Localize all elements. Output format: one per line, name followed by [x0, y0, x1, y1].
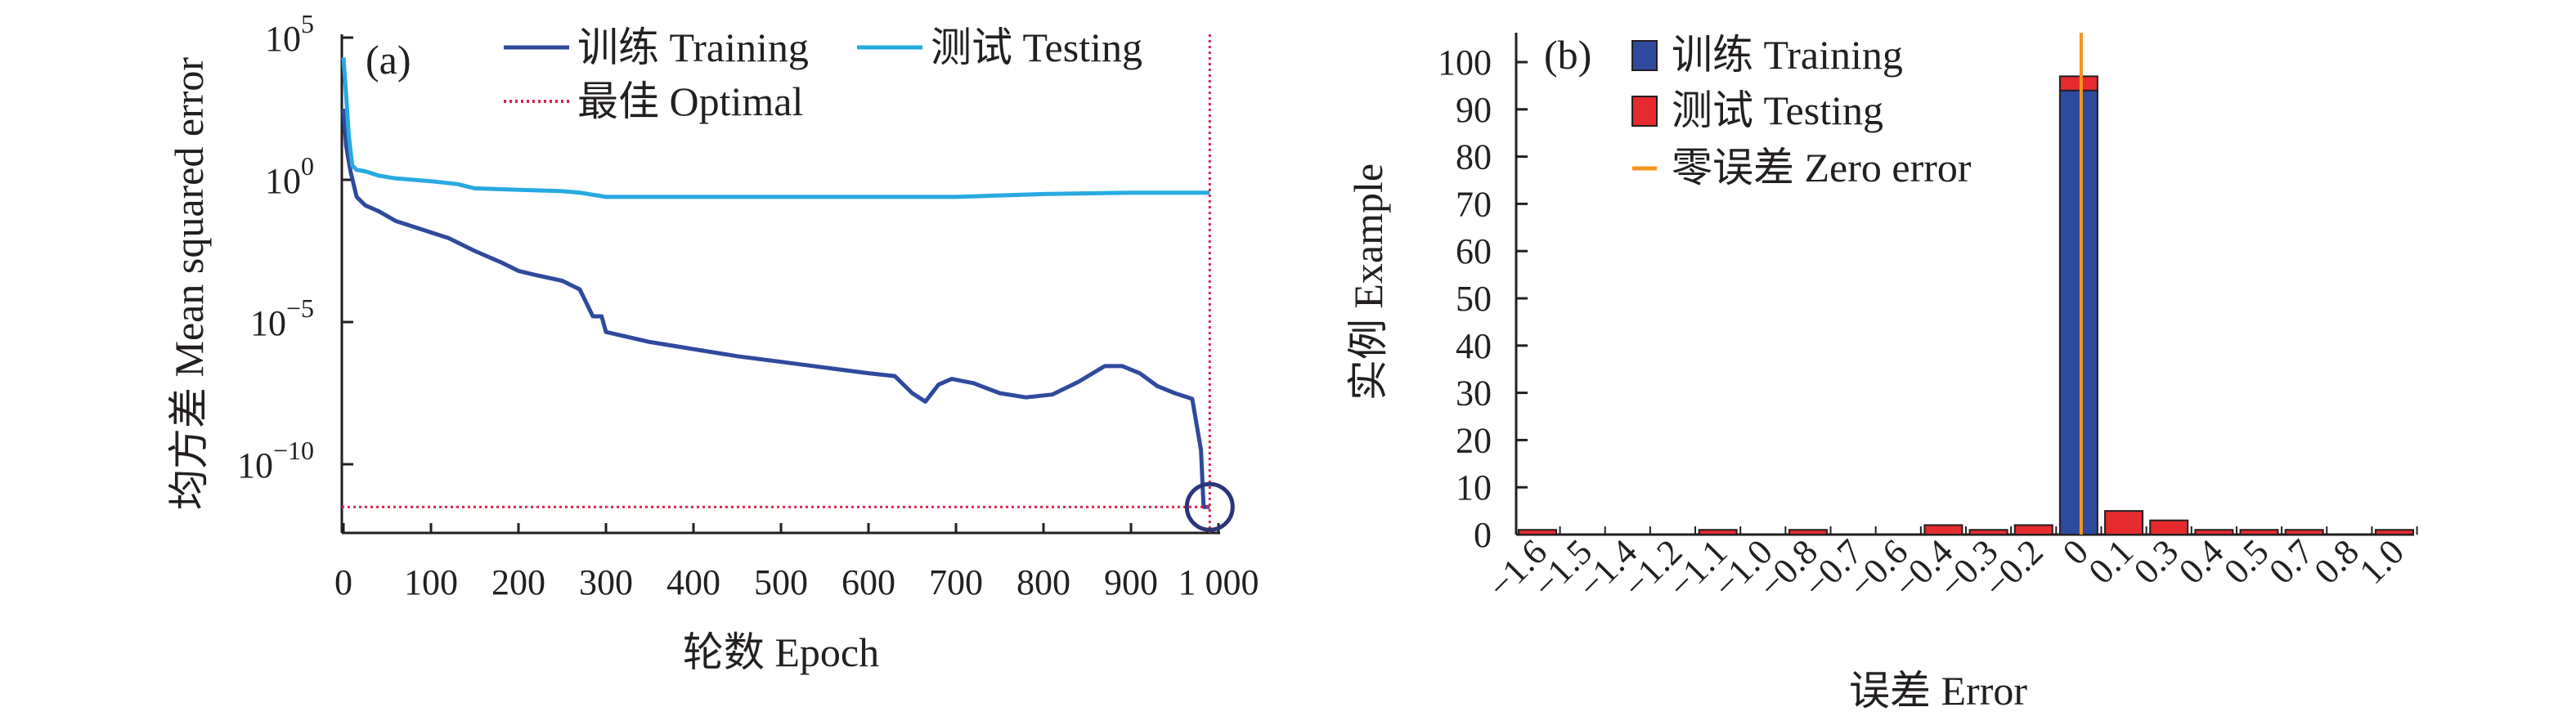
y-tick-label: 60: [1456, 231, 1492, 271]
x-tick-label: 1.0: [2352, 531, 2412, 592]
x-tick-label: 600: [841, 562, 895, 602]
testing-bar: [2375, 529, 2414, 535]
testing-bar: [1923, 524, 1963, 536]
x-tick-label: 0: [334, 562, 352, 602]
x-tick-label: 200: [491, 562, 545, 602]
y-tick-label: 40: [1456, 326, 1492, 366]
testing-bar: [2104, 510, 2144, 535]
testing-mse-line: [341, 57, 1210, 199]
panel-label: (b): [1544, 32, 1591, 78]
y-tick-label: 100: [1438, 43, 1492, 83]
testing-bar: [1788, 529, 1828, 535]
y-tick-label: 80: [1456, 137, 1492, 177]
x-tick-label: 800: [1016, 562, 1070, 602]
y-tick-label: 50: [1456, 279, 1492, 319]
testing-bar: [2239, 529, 2279, 535]
y-tick-label: 10: [1456, 468, 1492, 508]
y-tick-label: 0: [1474, 515, 1492, 555]
x-tick-label: 700: [929, 562, 983, 602]
legend-label: 零误差 Zero error: [1672, 145, 1972, 190]
x-tick-label: 1 000: [1178, 562, 1259, 602]
panel-label: (a): [366, 37, 411, 83]
testing-bar: [2013, 524, 2053, 536]
y-tick-label: 30: [1456, 374, 1492, 414]
panel-a-mse-chart: 0 100 200 300 400 500 600 700 800 900 1 000 105 100 1…: [166, 9, 1259, 675]
legend-swatch: [1631, 40, 1658, 71]
testing-bar: [1698, 529, 1738, 535]
legend-label: 训练 Training: [577, 25, 809, 70]
y-tick-label: 100: [265, 151, 314, 201]
legend-label: 训练 Training: [1672, 32, 1903, 78]
x-tick-label: 400: [666, 562, 720, 602]
training-mse-line: [341, 108, 1210, 509]
y-tick-label: 90: [1456, 90, 1492, 130]
y-tick-label: 70: [1456, 184, 1492, 224]
legend-label: 测试 Testing: [931, 25, 1142, 70]
testing-bar: [2194, 529, 2234, 535]
training-bar: [2058, 89, 2098, 536]
x-tick-label: 300: [579, 562, 633, 602]
y-tick-label: 10−5: [250, 293, 314, 343]
legend-swatch: [1631, 96, 1658, 127]
x-axis-title: 轮数 Epoch: [683, 629, 879, 675]
y-axis-title: 实例 Example: [1345, 163, 1391, 401]
x-tick-label: 900: [1104, 562, 1158, 602]
legend-label: 最佳 Optimal: [577, 78, 803, 124]
y-tick-label: 105: [265, 9, 314, 59]
panel-b-error-histogram: 0102030405060708090100−1.6−1.5−1.4−1.2−1…: [1345, 32, 2418, 714]
optimal-point-circle: [1184, 481, 1235, 532]
x-tick-label: 100: [404, 562, 458, 602]
y-tick-label: 10−10: [237, 436, 314, 486]
legend-label: 测试 Testing: [1672, 87, 1883, 133]
x-axis-title: 误差 Error: [1849, 668, 2027, 714]
testing-bar: [2058, 75, 2098, 92]
y-tick-label: 20: [1456, 420, 1492, 460]
testing-bar: [2149, 519, 2189, 535]
testing-bar: [1518, 529, 1557, 535]
testing-bar: [2284, 529, 2324, 535]
testing-bar: [1968, 529, 2008, 535]
y-axis-title: 均方差 Mean squared error: [166, 57, 212, 510]
x-tick-label: 500: [754, 562, 808, 602]
